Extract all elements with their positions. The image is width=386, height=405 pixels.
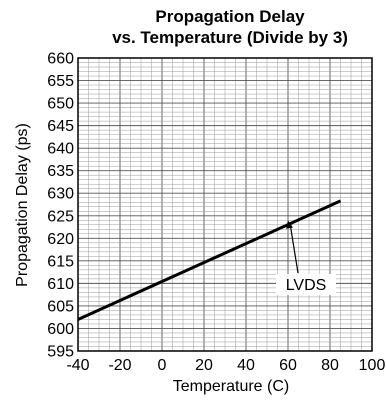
y-tick-label: 645 [47,118,74,135]
y-tick-label: 625 [47,208,74,225]
x-tick-label: 60 [279,357,297,374]
series-layer [77,199,342,321]
y-tick-label: 660 [47,51,74,68]
annotation-label-box [276,274,336,295]
y-tick-label: 605 [47,298,74,315]
x-tick-label: 100 [359,357,386,374]
y-tick-label: 630 [47,186,74,203]
x-tick-label: 80 [321,357,339,374]
y-tick-label: 610 [47,276,74,293]
chart-title-line2: vs. Temperature (Divide by 3) [112,28,348,47]
y-tick-label: 600 [47,321,74,338]
x-axis-label: Temperature (C) [173,378,289,395]
y-axis-label: Propagation Delay (ps) [14,123,31,287]
x-tick-label: -20 [108,357,131,374]
x-tick-labels: -40 -20 0 20 40 60 80 100 [66,357,385,374]
y-tick-label: 650 [47,96,74,113]
y-tick-label: 620 [47,231,74,248]
y-tick-label: 640 [47,141,74,158]
x-tick-label: -40 [66,357,89,374]
y-tick-label: 635 [47,163,74,180]
y-tick-label: 615 [47,253,74,270]
x-tick-label: 0 [158,357,167,374]
annotation-arrow [289,223,299,274]
chart-title-line1: Propagation Delay [155,7,305,26]
x-tick-label: 40 [237,357,255,374]
lvds-annotation: LVDS [276,220,336,295]
plot-frame [77,57,373,352]
x-tick-label: 20 [195,357,213,374]
series-line-lvds [77,199,342,321]
annotation-arrowhead [286,220,293,229]
y-tick-label: 655 [47,73,74,90]
y-tick-labels: 595 600 605 610 615 620 625 630 635 640 645 650 655 6… [47,51,74,361]
annotation-label: LVDS [286,277,327,294]
y-tick-label: 595 [47,344,74,361]
plot-grid [77,57,373,352]
